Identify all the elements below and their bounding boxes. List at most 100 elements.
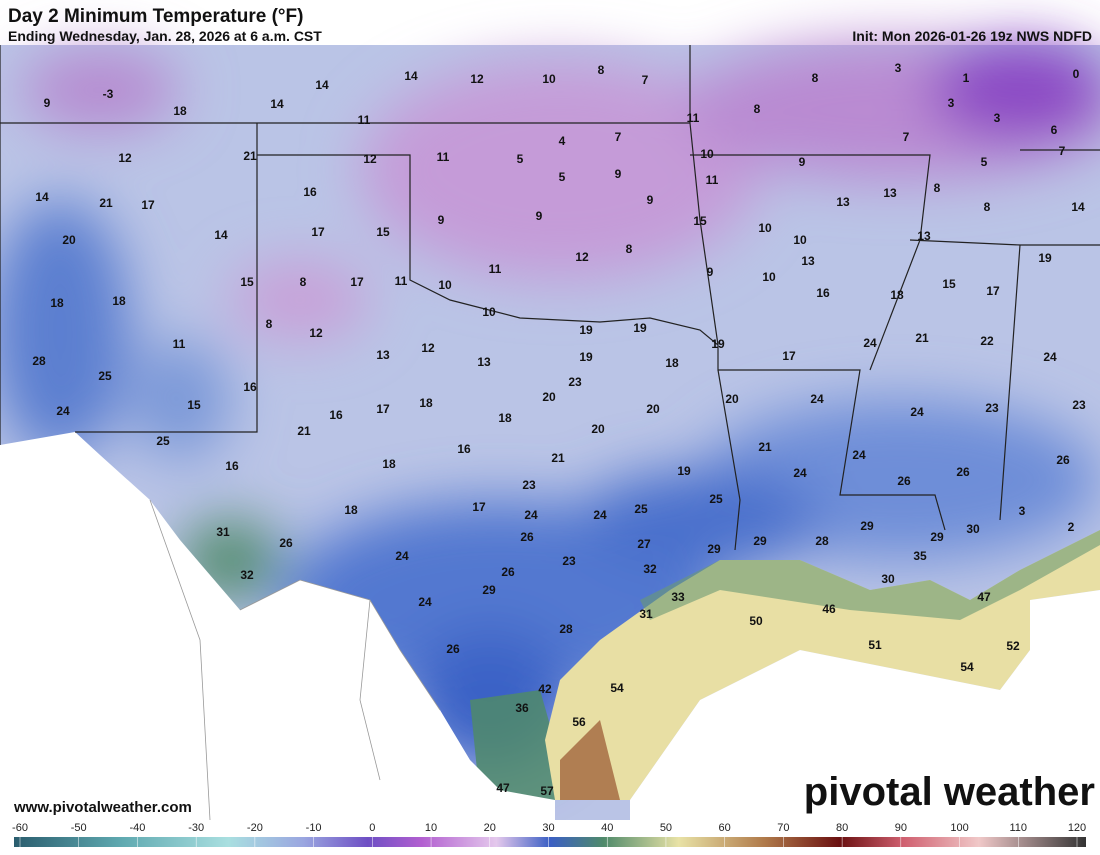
temperature-label: 12 <box>470 72 484 86</box>
temperature-label: 9 <box>707 265 714 279</box>
init-time: Init: Mon 2026-01-26 19z NWS NDFD <box>852 28 1092 44</box>
colorbar-tick-label: -60 <box>12 822 28 834</box>
temperature-label: 12 <box>118 151 132 165</box>
colorbar-tick-label: 20 <box>484 822 496 834</box>
temperature-label: 18 <box>419 396 433 410</box>
temperature-label: 15 <box>240 275 254 289</box>
temperature-label: 23 <box>522 478 536 492</box>
logo: pivotal weather <box>804 770 1095 814</box>
temperature-label: 26 <box>1056 453 1070 467</box>
temperature-label: 21 <box>551 451 565 465</box>
colorbar-tick-label: 0 <box>369 822 375 834</box>
temperature-label: 14 <box>214 228 228 242</box>
temperature-label: 1 <box>963 71 970 85</box>
temperature-label: 25 <box>634 502 648 516</box>
colorbar-tick-label: 90 <box>895 822 907 834</box>
temperature-label: 25 <box>709 492 723 506</box>
temperature-label: 16 <box>457 442 471 456</box>
temperature-label: 27 <box>637 537 651 551</box>
temperature-label: 13 <box>801 254 815 268</box>
temperature-label: 5 <box>981 155 988 169</box>
temperature-label: 33 <box>671 590 685 604</box>
temperature-label: 32 <box>240 568 254 582</box>
temperature-label: 10 <box>438 278 452 292</box>
temperature-label: 26 <box>501 565 515 579</box>
temperature-label: 29 <box>860 519 874 533</box>
temperature-label: 24 <box>1043 350 1057 364</box>
temperature-label: 24 <box>395 549 409 563</box>
temperature-label: 16 <box>816 286 830 300</box>
temperature-label: 2 <box>1068 520 1075 534</box>
temperature-label: 19 <box>579 350 593 364</box>
temperature-label: 20 <box>591 422 605 436</box>
temperature-label: 18 <box>112 294 126 308</box>
temperature-label: 17 <box>141 198 155 212</box>
colorbar-tick-label: 40 <box>601 822 613 834</box>
temperature-label: 10 <box>793 233 807 247</box>
temperature-label: 24 <box>852 448 866 462</box>
temperature-label: 13 <box>477 355 491 369</box>
temperature-label: 18 <box>382 457 396 471</box>
temperature-label: 12 <box>575 250 589 264</box>
temperature-label: 10 <box>762 270 776 284</box>
temperature-label: 11 <box>358 113 371 127</box>
temperature-label: 12 <box>363 152 377 166</box>
temperature-label: 21 <box>915 331 929 345</box>
temperature-label: 26 <box>279 536 293 550</box>
temperature-label: 15 <box>693 214 707 228</box>
temperature-label: 24 <box>418 595 432 609</box>
temperature-label: 31 <box>216 525 230 539</box>
temperature-label: 26 <box>520 530 534 544</box>
temperature-label: 14 <box>315 78 329 92</box>
temperature-field <box>0 40 1100 820</box>
temperature-label: 18 <box>890 288 904 302</box>
temperature-label: 54 <box>960 660 974 674</box>
colorbar <box>14 837 1086 847</box>
temperature-label: 14 <box>404 69 418 83</box>
temperature-label: 16 <box>303 185 317 199</box>
temperature-label: 21 <box>297 424 311 438</box>
temperature-label: 54 <box>610 681 624 695</box>
temperature-label: 11 <box>706 173 719 187</box>
temperature-label: 9 <box>438 213 445 227</box>
temperature-label: 9 <box>647 193 654 207</box>
temperature-label: 24 <box>810 392 824 406</box>
temperature-label: 11 <box>173 337 186 351</box>
colorbar-tick-label: 70 <box>777 822 789 834</box>
temperature-label: 23 <box>985 401 999 415</box>
temperature-label: -3 <box>103 87 114 101</box>
temperature-label: 22 <box>980 334 994 348</box>
temperature-label: 16 <box>329 408 343 422</box>
colorbar-tick-label: -40 <box>129 822 145 834</box>
temperature-label: 23 <box>1072 398 1086 412</box>
temperature-label: 10 <box>758 221 772 235</box>
temperature-label: 3 <box>948 96 955 110</box>
temperature-label: 5 <box>517 152 524 166</box>
temperature-label: 17 <box>472 500 486 514</box>
temperature-label: 29 <box>707 542 721 556</box>
temperature-label: 52 <box>1006 639 1020 653</box>
borders <box>0 45 1100 821</box>
colorbar-tick-label: -20 <box>247 822 263 834</box>
title: Day 2 Minimum Temperature (°F) <box>8 6 303 27</box>
temperature-label: 6 <box>1051 123 1058 137</box>
temperature-label: 30 <box>966 522 980 536</box>
temperature-label: 13 <box>917 229 931 243</box>
temperature-label: 19 <box>677 464 691 478</box>
temperature-label: 12 <box>421 341 435 355</box>
temperature-label: 26 <box>446 642 460 656</box>
temperature-label: 12 <box>309 326 323 340</box>
colorbar-tick-label: -30 <box>188 822 204 834</box>
temperature-label: 9 <box>615 167 622 181</box>
temperature-label: 10 <box>700 147 714 161</box>
temperature-label: 11 <box>437 150 450 164</box>
temperature-label: 29 <box>482 583 496 597</box>
temperature-label: 56 <box>572 715 586 729</box>
temperature-label: 10 <box>542 72 556 86</box>
colorbar-tick-label: -10 <box>306 822 322 834</box>
colorbar-tick-label: 60 <box>719 822 731 834</box>
temperature-label: 3 <box>994 111 1001 125</box>
temperature-label: 13 <box>376 348 390 362</box>
temperature-label: 11 <box>687 111 700 125</box>
